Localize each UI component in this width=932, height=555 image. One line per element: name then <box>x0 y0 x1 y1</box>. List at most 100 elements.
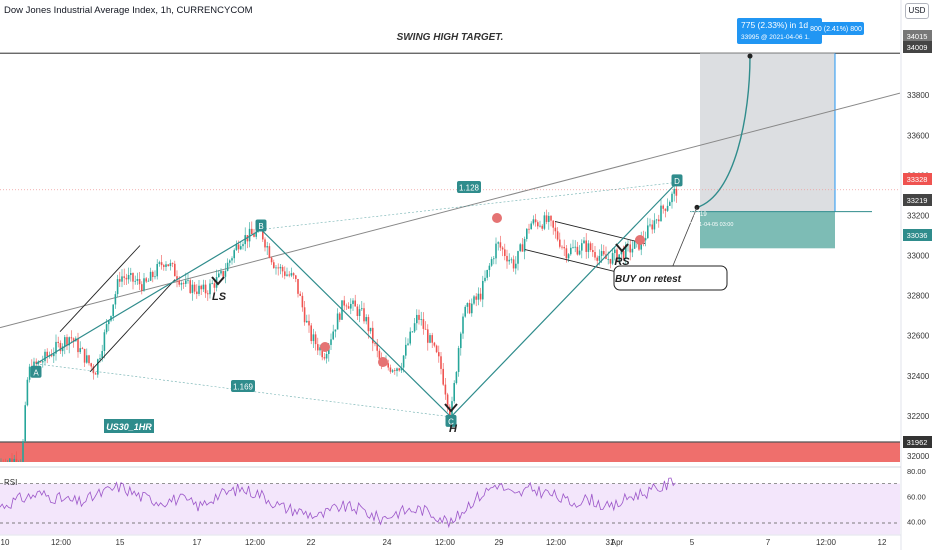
candle-body <box>352 300 354 304</box>
candle-body <box>477 293 480 300</box>
candle-body <box>651 224 653 230</box>
candle-body <box>493 258 495 260</box>
price-label-box <box>903 229 932 241</box>
candle-body <box>200 285 202 290</box>
candle-body <box>354 300 356 307</box>
candle-body <box>68 337 70 346</box>
candle-body <box>653 220 656 230</box>
candle-body <box>411 331 414 333</box>
candle-body <box>158 262 161 264</box>
candle-body <box>213 283 216 288</box>
candle-body <box>521 244 524 252</box>
candle-body <box>644 238 647 241</box>
candle-body <box>242 244 244 247</box>
candle-body <box>396 368 398 372</box>
candle-body <box>671 193 673 203</box>
candle-body <box>92 366 95 374</box>
candle-body <box>220 271 222 274</box>
price-tick-label: 33600 <box>907 131 930 140</box>
time-tick-label: 12:00 <box>245 538 266 547</box>
candle-body <box>589 243 592 251</box>
symbol-tag: US30_1HR <box>106 422 152 432</box>
candle-body <box>39 361 42 363</box>
rsi-band <box>0 483 900 535</box>
candle-body <box>317 344 319 351</box>
candle-body <box>136 279 139 281</box>
price-label-box <box>903 194 932 206</box>
candle-body <box>512 259 515 269</box>
candle-body <box>270 257 273 263</box>
candle-body <box>596 257 598 261</box>
target-callout-line2: 33995 @ 2021-04-06 1. <box>741 34 810 41</box>
time-tick-label: 31 <box>606 538 615 547</box>
candle-body <box>572 247 574 249</box>
candle-body <box>631 248 634 253</box>
candle-body <box>666 205 669 211</box>
price-tick-label: 33000 <box>907 252 930 261</box>
candle-body <box>24 405 26 442</box>
rsi-tick-label: 40.00 <box>907 518 926 527</box>
point-a-label: A <box>33 368 39 377</box>
pivot-dot <box>492 213 502 223</box>
candle-body <box>284 271 286 276</box>
candle-body <box>193 284 196 292</box>
candle-body <box>369 327 372 332</box>
candle-body <box>565 248 568 259</box>
candle-body <box>222 271 224 277</box>
candle-body <box>286 274 288 276</box>
candle-body <box>556 231 559 240</box>
candle-body <box>319 347 321 351</box>
candle-body <box>196 291 198 294</box>
candle-body <box>438 352 440 357</box>
candle-body <box>567 254 570 259</box>
point-c-label-box <box>445 414 457 427</box>
candle-body <box>464 306 466 317</box>
time-tick-label: 10 <box>1 538 10 547</box>
rsi-series-line <box>0 477 676 529</box>
target-callout-box <box>737 18 822 44</box>
candle-body <box>376 343 378 351</box>
currency-button[interactable]: USD <box>905 3 929 19</box>
candle-body <box>130 273 132 275</box>
candle-body <box>431 335 433 343</box>
candle-body <box>363 308 365 322</box>
candle-body <box>97 359 99 375</box>
candle-body <box>444 384 447 395</box>
candle-body <box>501 247 504 250</box>
candle-body <box>134 280 136 282</box>
candle-body <box>339 313 341 320</box>
time-tick-label: 29 <box>495 538 504 547</box>
rsi-tick-label: 80.00 <box>907 467 926 476</box>
price-label-box <box>903 436 932 448</box>
candle-body <box>550 215 552 221</box>
candle-body <box>81 348 84 349</box>
candle-body <box>541 225 543 229</box>
rising-trendline <box>0 92 900 329</box>
candle-body <box>495 243 497 259</box>
fib-upper-label-box <box>457 181 481 193</box>
pivot-dot <box>320 342 330 352</box>
candle-body <box>561 246 563 248</box>
candle-body <box>460 333 462 349</box>
candle-body <box>576 246 579 255</box>
candle-body <box>554 227 557 232</box>
candle-body <box>15 458 18 462</box>
target-side-label: 800 (2.41%) 800 <box>810 26 862 33</box>
price-label: 34015 <box>907 32 928 41</box>
price-label: 33328 <box>907 175 928 184</box>
candle-body <box>468 303 471 314</box>
candle-body <box>22 441 24 462</box>
candle-body <box>180 283 183 285</box>
candle-body <box>141 284 143 291</box>
candle-body <box>18 464 20 465</box>
ls-label: LS <box>212 291 227 303</box>
candle-body <box>121 276 123 282</box>
point-b-label-box <box>255 219 267 232</box>
candle-body <box>0 463 2 464</box>
candle-body <box>262 229 264 240</box>
price-tick-label: 33800 <box>907 91 930 100</box>
candle-body <box>497 242 499 244</box>
candle-body <box>669 202 671 206</box>
candle-body <box>46 351 48 357</box>
